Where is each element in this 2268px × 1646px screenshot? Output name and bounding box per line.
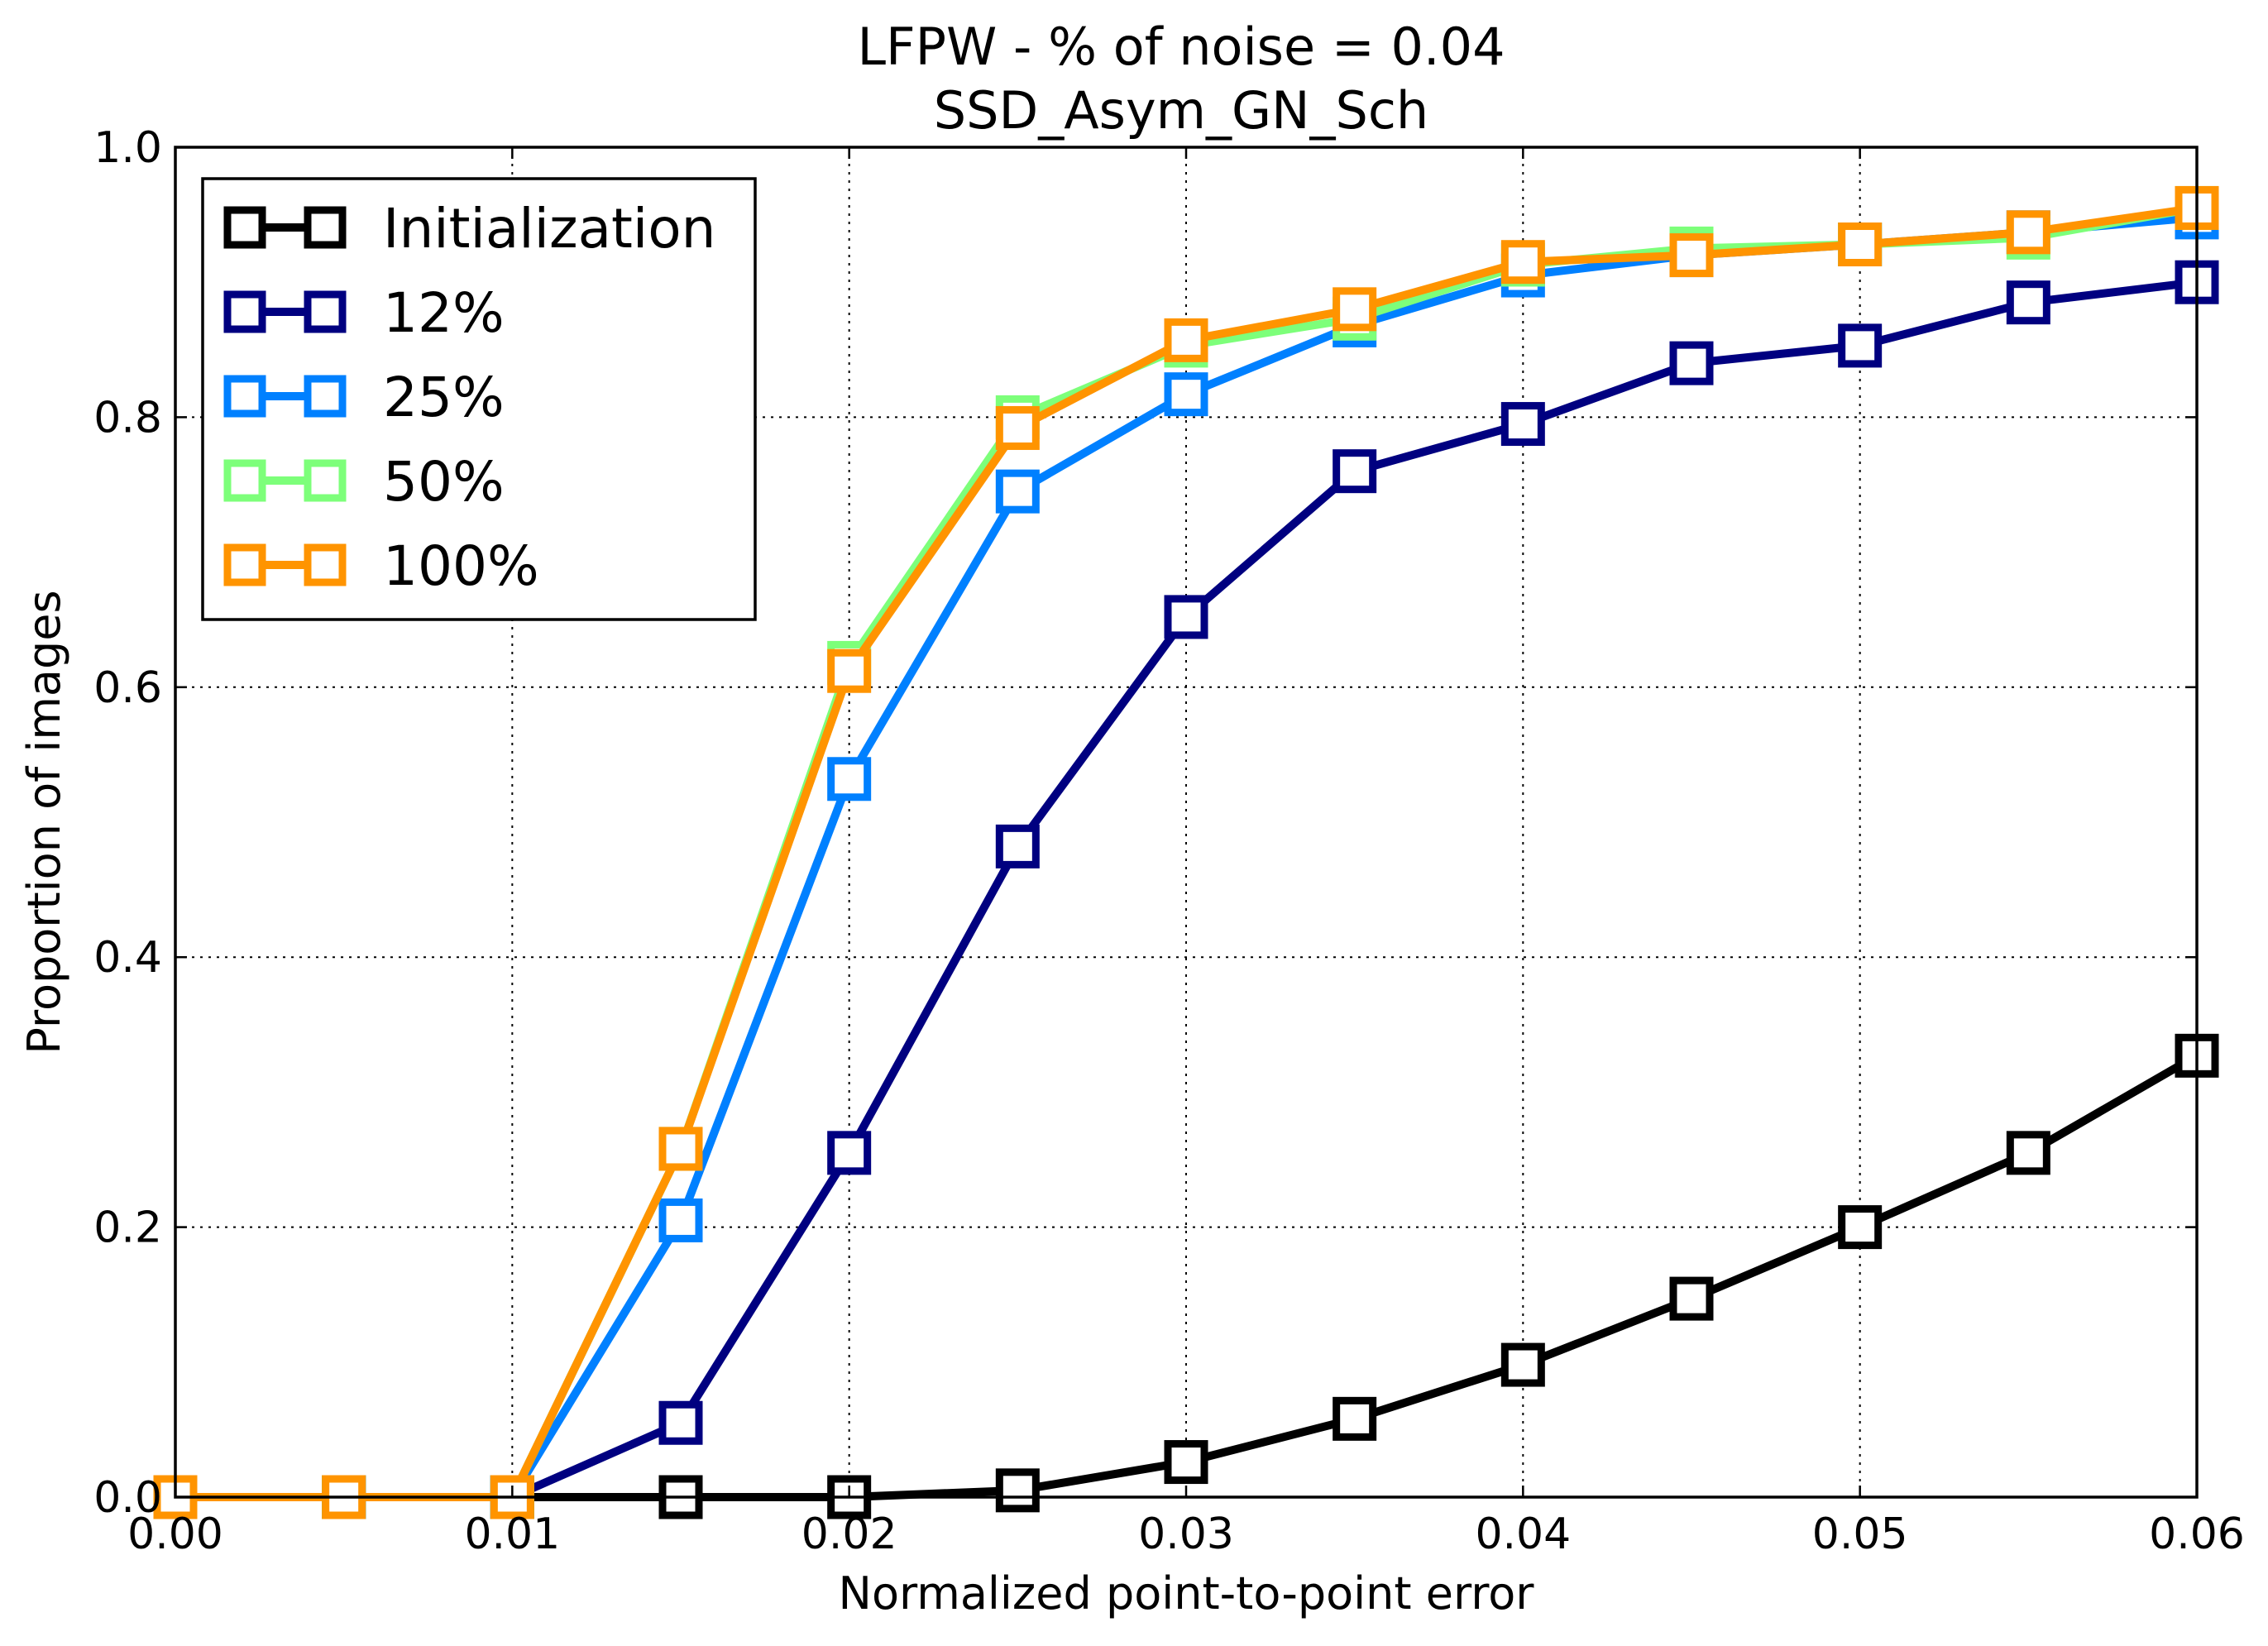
data-point-12 <box>1164 595 1208 639</box>
x-tick-label: 0.01 <box>464 1510 560 1559</box>
legend-label: 12% <box>383 281 505 345</box>
legend-marker <box>304 206 347 249</box>
data-point-100 <box>827 648 872 693</box>
legend-marker <box>223 290 266 333</box>
y-tick-label: 0.6 <box>93 663 162 713</box>
data-point-100 <box>1838 222 1883 267</box>
legend-label: 100% <box>383 534 539 598</box>
x-tick-label: 0.03 <box>1138 1510 1234 1559</box>
data-point-100 <box>1333 287 1377 332</box>
y-tick-label: 0.0 <box>93 1473 162 1523</box>
legend: Initialization 12% 25% 50% 100% <box>201 177 757 621</box>
legend-marker <box>223 543 266 586</box>
data-point-12 <box>658 1400 703 1445</box>
data-point-25 <box>995 469 1040 514</box>
data-point-12 <box>1333 449 1377 494</box>
data-point-100 <box>2006 210 2050 255</box>
legend-marker <box>304 290 347 333</box>
legend-marker <box>223 375 266 418</box>
y-tick-label: 0.4 <box>93 933 162 983</box>
data-point-initialization <box>1669 1276 1714 1321</box>
data-point-100 <box>995 405 1040 450</box>
data-point-initialization <box>1500 1342 1545 1387</box>
data-point-100 <box>1500 240 1545 285</box>
y-tick-label: 0.2 <box>93 1203 162 1253</box>
data-point-12 <box>1838 323 1883 368</box>
data-point-initialization <box>1838 1205 1883 1250</box>
chart-subtitle: SSD_Asym_GN_Sch <box>934 80 1428 141</box>
x-tick-label: 0.02 <box>801 1510 897 1559</box>
legend-marker <box>304 543 347 586</box>
legend-label: 50% <box>383 450 505 514</box>
data-point-initialization <box>2006 1131 2050 1175</box>
legend-entry-initialization: Initialization <box>223 197 715 261</box>
legend-marker <box>223 459 266 502</box>
y-axis-label: Proportion of images <box>18 590 70 1054</box>
data-point-12 <box>995 824 1040 868</box>
legend-entry-12: 12% <box>223 281 505 345</box>
legend-entry-50: 50% <box>223 450 505 514</box>
legend-label: Initialization <box>383 197 715 261</box>
legend-label: 25% <box>383 366 505 429</box>
x-tick-label: 0.06 <box>2149 1510 2245 1559</box>
legend-entries: Initialization 12% 25% 50% 100% <box>223 197 715 598</box>
chart-title: LFPW - % of noise = 0.04 <box>857 17 1505 77</box>
legend-marker <box>223 206 266 249</box>
data-point-25 <box>1164 372 1208 417</box>
data-point-initialization <box>995 1468 1040 1513</box>
data-point-100 <box>1164 318 1208 362</box>
data-point-100 <box>658 1127 703 1171</box>
legend-entry-100: 100% <box>223 534 539 598</box>
data-point-initialization <box>1333 1396 1377 1441</box>
data-point-25 <box>827 757 872 801</box>
data-point-initialization <box>1164 1440 1208 1485</box>
legend-marker <box>304 375 347 418</box>
data-point-12 <box>827 1131 872 1175</box>
data-point-12 <box>1500 402 1545 447</box>
y-tick-label: 1.0 <box>93 123 162 173</box>
data-point-100 <box>1669 233 1714 278</box>
x-tick-label: 0.05 <box>1812 1510 1908 1559</box>
legend-entry-25: 25% <box>223 366 505 429</box>
x-tick-label: 0.00 <box>127 1510 223 1559</box>
x-tick-label: 0.04 <box>1475 1510 1571 1559</box>
y-tick-label: 0.8 <box>93 393 162 443</box>
data-point-25 <box>658 1198 703 1242</box>
data-point-12 <box>1669 341 1714 385</box>
legend-marker <box>304 459 347 502</box>
x-axis-label: Normalized point-to-point error <box>839 1567 1535 1620</box>
data-point-12 <box>2006 280 2050 325</box>
axis-ticks: 0.00 0.01 0.02 0.03 0.04 0.05 0.06 0.0 0.2 0.4 0.6… <box>93 123 2245 1559</box>
